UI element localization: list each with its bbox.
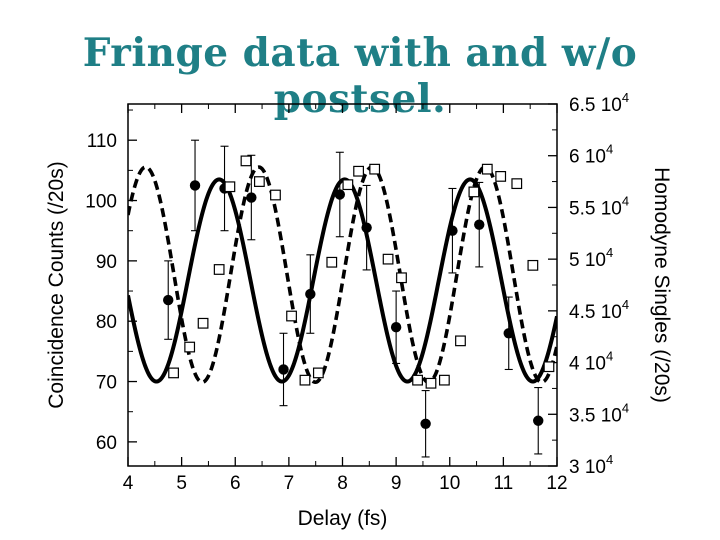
y-tick-label: 110: [87, 131, 117, 152]
y2-tick-label: 5 104: [569, 245, 613, 271]
coincidence-point: [189, 180, 201, 191]
singles-point: [495, 171, 507, 182]
y2-tick-label: 5.5 104: [569, 193, 629, 219]
x-tick-label: 6: [230, 473, 241, 494]
y-tick-label: 80: [96, 312, 117, 333]
singles-point: [353, 165, 364, 177]
coincidence-point: [533, 415, 544, 426]
singles-point: [253, 176, 265, 187]
singles-point: [213, 264, 225, 275]
singles-point: [481, 163, 493, 175]
axis-labels: 4 5 6 7 8 9 10 11 12 60 70 80 90 100 110 3 104 3.5 104 4 …: [45, 90, 673, 530]
singles-point: [168, 367, 179, 379]
y2-tick-label: 6.5 104: [569, 90, 629, 116]
data-points: [163, 139, 555, 458]
y2-tick-label: 6 104: [569, 142, 613, 168]
singles-point: [412, 374, 423, 386]
y2-tick-label: 3 104: [569, 452, 613, 478]
singles-point: [438, 374, 450, 386]
y-tick-label: 100: [85, 192, 117, 213]
x-axis-label: Delay (fs): [298, 507, 388, 530]
slide-title: Fringe data with and w/o postsel.: [82, 30, 638, 122]
y-tick-label: 60: [96, 433, 117, 454]
singles-point: [197, 317, 209, 329]
y-axis-label: Coincidence Counts (/20s): [45, 161, 68, 408]
x-tick-label: 7: [284, 473, 295, 494]
y-tick-label: 90: [96, 252, 117, 273]
chart-axes: [127, 103, 558, 467]
singles-point: [270, 189, 281, 201]
singles-point: [312, 367, 324, 379]
coincidence-point: [361, 222, 372, 233]
coincidence-point: [390, 322, 402, 333]
y-tick-label: 70: [96, 373, 117, 394]
coincidence-point: [447, 225, 458, 236]
x-tick-label: 4: [123, 473, 134, 494]
coincidence-point: [334, 189, 346, 200]
singles-point: [240, 155, 252, 167]
singles-point: [468, 186, 480, 198]
coincidence-point: [474, 219, 485, 230]
coincidence-point: [420, 418, 431, 429]
y2-tick-label: 4 104: [569, 349, 613, 375]
singles-point: [425, 377, 437, 389]
singles-point: [369, 163, 381, 175]
x-tick-label: 5: [176, 473, 187, 494]
singles-point: [326, 256, 338, 268]
singles-point: [527, 259, 539, 271]
x-tick-label: 10: [439, 473, 460, 494]
singles-point: [511, 178, 523, 190]
coincidence-point: [305, 288, 316, 300]
x-tick-label: 12: [546, 473, 567, 494]
singles-point: [543, 361, 555, 373]
y2-axis-label: Homodyne Singles (/20s): [650, 167, 673, 403]
singles-point: [184, 341, 196, 353]
coincidence-point: [246, 192, 257, 203]
x-tick-label: 9: [391, 473, 402, 494]
singles-point: [224, 181, 236, 193]
y2-tick-label: 3.5 104: [569, 400, 629, 426]
singles-point: [382, 253, 394, 265]
singles-point: [455, 335, 466, 347]
coincidence-point: [163, 294, 174, 306]
singles-point: [396, 272, 407, 284]
coincidence-point: [278, 364, 289, 375]
coincidence-point: [503, 328, 514, 339]
x-tick-label: 11: [494, 473, 514, 494]
singles-point: [342, 179, 354, 191]
singles-point: [286, 310, 297, 322]
x-tick-label: 8: [337, 473, 348, 494]
singles-point: [299, 374, 311, 386]
y2-tick-label: 4.5 104: [569, 297, 629, 323]
